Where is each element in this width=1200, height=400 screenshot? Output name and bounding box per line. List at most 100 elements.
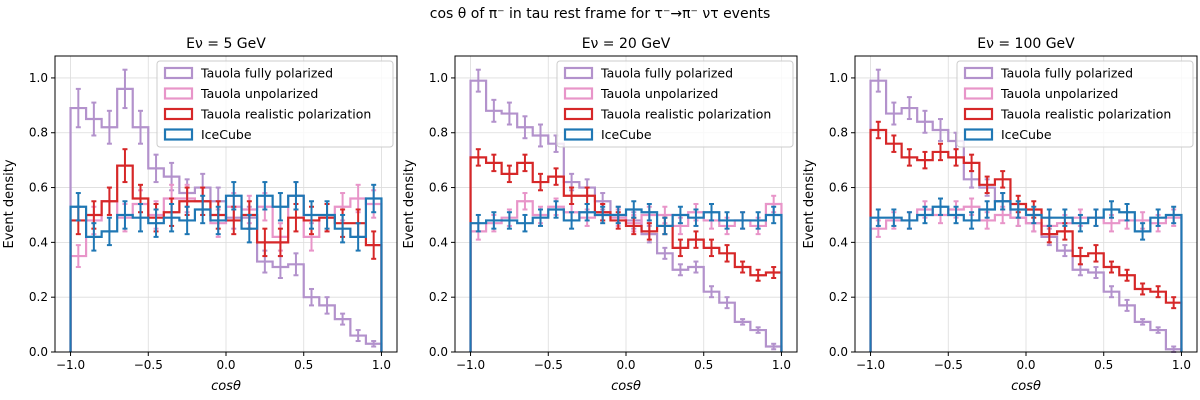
legend-entry: IceCube: [163, 127, 252, 142]
legend-swatch: [163, 66, 194, 80]
y-tick-label: 1.0: [829, 71, 848, 85]
y-tick-label: 0.6: [29, 181, 48, 195]
legend-entry: IceCube: [563, 127, 652, 142]
legend-swatch: [563, 66, 594, 80]
legend-entry: Tauola unpolarized: [563, 86, 718, 101]
series-step-line: [69, 194, 383, 352]
figure-suptitle: cos θ of π⁻ in tau rest frame for τ⁻→π⁻ …: [430, 6, 770, 22]
legend-label: IceCube: [601, 127, 652, 142]
legend-swatch: [163, 128, 194, 141]
legend-box: [956, 60, 1194, 148]
legend-entry: Tauola unpolarized: [163, 86, 318, 101]
y-tick-label: 0.6: [829, 181, 848, 195]
y-tick-label: 0.2: [829, 290, 848, 304]
legend-label: Tauola fully polarized: [600, 66, 733, 81]
legend-swatch: [563, 128, 594, 141]
y-tick-label: 0.0: [29, 345, 48, 359]
x-axis-label: cosθ: [611, 379, 641, 394]
y-tick-label: 0.8: [29, 126, 48, 140]
x-tick-label: 0.5: [694, 358, 713, 372]
series-4: [869, 192, 1183, 352]
legend-entry: Tauola fully polarized: [163, 66, 333, 81]
panel-title: Eν = 20 GeV: [582, 36, 671, 52]
series-step-line: [469, 156, 783, 352]
legend-label: IceCube: [201, 127, 252, 142]
series-3: [869, 120, 1183, 352]
legend-label: IceCube: [1001, 127, 1052, 142]
x-tick-label: 0.5: [294, 358, 313, 372]
legend-entry: Tauola unpolarized: [963, 86, 1118, 101]
y-tick-label: 0.2: [429, 290, 448, 304]
y-tick-label: 0.6: [429, 181, 448, 195]
legend: Tauola fully polarized Tauola unpolarized…: [156, 60, 394, 148]
legend-label: Tauola fully polarized: [1000, 66, 1133, 81]
legend-swatch: [963, 87, 994, 100]
panel-title: Eν = 5 GeV: [186, 36, 266, 52]
legend-label: Tauola unpolarized: [600, 86, 718, 101]
legend-entry: IceCube: [963, 127, 1052, 142]
legend-entry: Tauola realistic polarization: [163, 107, 371, 122]
x-tick-label: −1.0: [456, 358, 485, 372]
x-axis-label: cosθ: [1011, 379, 1041, 394]
legend-entry: Tauola fully polarized: [963, 66, 1133, 81]
series-4: [469, 200, 783, 352]
x-tick-label: 1.0: [1172, 358, 1191, 372]
legend-swatch: [563, 87, 594, 100]
legend-swatch: [963, 128, 994, 141]
legend-entry: Tauola realistic polarization: [963, 107, 1171, 122]
legend-label: Tauola realistic polarization: [1000, 107, 1171, 122]
x-tick-label: 0.0: [216, 358, 235, 372]
y-axis-label: Event density: [2, 159, 17, 248]
chart-panel-3: −1.0 −0.5 0.0 0.5 1.0 0.0 0.2 0.4 0.6 0.8 1.0 Eν = …: [802, 36, 1198, 394]
y-tick-label: 0.0: [829, 345, 848, 359]
panel-title: Eν = 100 GeV: [977, 36, 1075, 52]
x-tick-label: 0.0: [616, 358, 635, 372]
x-axis-label: cosθ: [211, 379, 241, 394]
legend-label: Tauola realistic polarization: [200, 107, 371, 122]
legend-label: Tauola unpolarized: [1000, 86, 1118, 101]
x-tick-label: −1.0: [56, 358, 85, 372]
series-step-line: [469, 208, 783, 352]
legend-entry: Tauola realistic polarization: [563, 107, 771, 122]
series-4: [69, 181, 383, 352]
legend-box: [156, 60, 394, 148]
y-tick-label: 1.0: [29, 71, 48, 85]
y-axis-label: Event density: [802, 159, 817, 248]
y-tick-label: 0.2: [29, 290, 48, 304]
y-axis-label: Event density: [402, 159, 417, 248]
y-tick-label: 0.8: [829, 126, 848, 140]
legend-swatch: [163, 107, 194, 121]
legend-swatch: [563, 107, 594, 121]
y-tick-label: 0.8: [429, 126, 448, 140]
y-tick-label: 1.0: [429, 71, 448, 85]
series-step-line: [469, 200, 783, 352]
legend-swatch: [963, 66, 994, 80]
x-tick-label: −1.0: [856, 358, 885, 372]
legend-label: Tauola realistic polarization: [600, 107, 771, 122]
legend-entry: Tauola fully polarized: [563, 66, 733, 81]
x-tick-label: 0.5: [1094, 358, 1113, 372]
series-step-line: [869, 128, 1183, 352]
legend: Tauola fully polarized Tauola unpolarized…: [956, 60, 1194, 148]
chart-panel-1: −1.0 −0.5 0.0 0.5 1.0 0.0 0.2 0.4 0.6 0.8 1.0 Eν = …: [2, 36, 398, 394]
legend-label: Tauola unpolarized: [200, 86, 318, 101]
legend-box: [556, 60, 794, 148]
y-tick-label: 0.4: [29, 235, 48, 249]
y-tick-label: 0.4: [429, 235, 448, 249]
y-tick-label: 0.4: [829, 235, 848, 249]
y-tick-label: 0.0: [429, 345, 448, 359]
x-tick-label: −0.5: [934, 358, 963, 372]
panels: −1.0 −0.5 0.0 0.5 1.0 0.0 0.2 0.4 0.6 0.8 1.0 Eν = …: [2, 36, 1198, 394]
x-tick-label: 0.0: [1016, 358, 1035, 372]
series-step-line: [869, 205, 1183, 352]
x-tick-label: −0.5: [534, 358, 563, 372]
legend-label: Tauola fully polarized: [200, 66, 333, 81]
x-tick-label: 1.0: [372, 358, 391, 372]
x-tick-label: −0.5: [134, 358, 163, 372]
x-tick-label: 1.0: [772, 358, 791, 372]
legend-swatch: [963, 107, 994, 121]
legend: Tauola fully polarized Tauola unpolarized…: [556, 60, 794, 148]
legend-swatch: [163, 87, 194, 100]
chart-panel-2: −1.0 −0.5 0.0 0.5 1.0 0.0 0.2 0.4 0.6 0.8 1.0 Eν = …: [402, 36, 798, 394]
